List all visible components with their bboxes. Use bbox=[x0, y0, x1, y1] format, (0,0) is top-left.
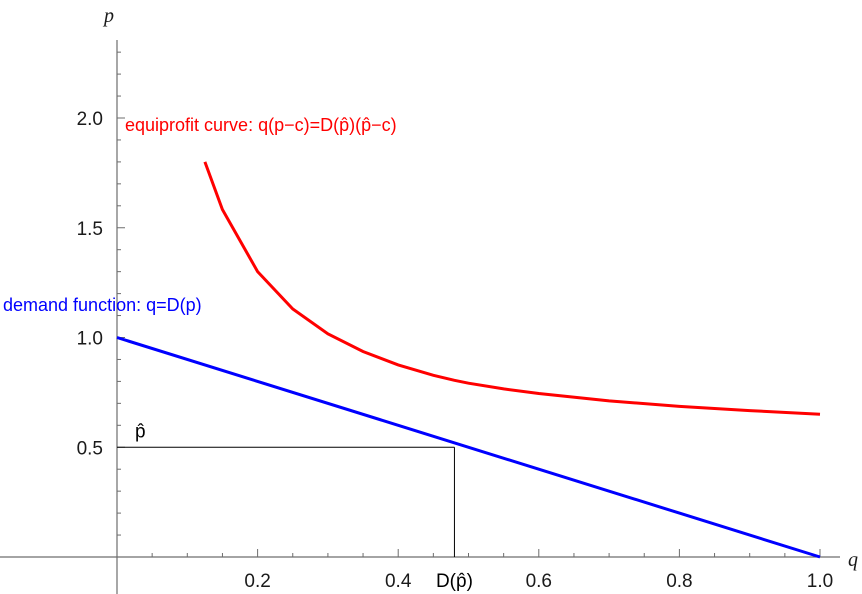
y-tick-label: 2.0 bbox=[77, 109, 103, 130]
d-p-hat-label: D(p̂) bbox=[436, 571, 473, 592]
equiprofit-curve-line bbox=[203, 161, 821, 416]
y-tick-label: 1.0 bbox=[77, 329, 103, 350]
y-ticks bbox=[117, 51, 125, 536]
axes: 0.2 0.4 0.6 0.8 1.0 0.5 1.0 1.5 2.0 p q bbox=[0, 5, 858, 594]
p-hat-label: p̂ bbox=[135, 421, 146, 442]
demand-function-label: demand function: q=D(p) bbox=[3, 295, 202, 315]
x-tick-label: 0.6 bbox=[526, 571, 552, 592]
x-axis-label: q bbox=[848, 549, 858, 571]
y-tick-label: 1.5 bbox=[77, 219, 103, 240]
series-group bbox=[116, 161, 821, 559]
x-tick-label: 0.8 bbox=[666, 571, 692, 592]
x-ticks bbox=[151, 549, 821, 557]
x-tick-label: 1.0 bbox=[807, 571, 833, 592]
reference-lines bbox=[117, 446, 455, 557]
x-tick-label: 0.2 bbox=[244, 571, 270, 592]
x-tick-label: 0.4 bbox=[385, 571, 412, 592]
y-tick-labels: 0.5 1.0 1.5 2.0 bbox=[77, 109, 103, 459]
demand-function-line bbox=[116, 336, 821, 559]
equiprofit-curve-label: equiprofit curve: q(p−c)=D(p̂)(p̂−c) bbox=[125, 115, 397, 135]
x-tick-labels: 0.2 0.4 0.6 0.8 1.0 bbox=[244, 571, 833, 592]
y-axis-label: p bbox=[102, 5, 114, 27]
y-tick-label: 0.5 bbox=[77, 438, 103, 459]
